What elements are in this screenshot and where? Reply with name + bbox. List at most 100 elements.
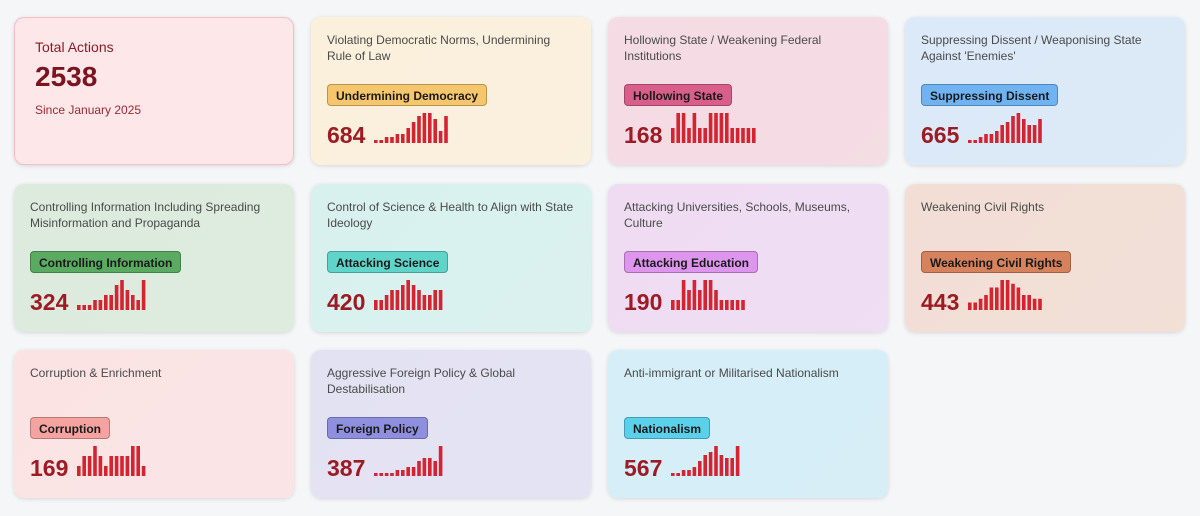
category-badge[interactable]: Hollowing State bbox=[624, 84, 732, 106]
spark-bar bbox=[136, 300, 141, 310]
spark-bar bbox=[671, 128, 675, 143]
spark-bar bbox=[401, 470, 405, 476]
spark-bar bbox=[719, 113, 724, 143]
spark-bar bbox=[77, 305, 81, 310]
spark-bar bbox=[417, 116, 422, 143]
spark-bar bbox=[390, 473, 395, 476]
spark-bar bbox=[439, 290, 443, 310]
spark-bar bbox=[379, 140, 384, 143]
spark-bar bbox=[995, 287, 999, 310]
category-badge[interactable]: Undermining Democracy bbox=[327, 84, 488, 106]
category-badge[interactable]: Corruption bbox=[30, 417, 110, 439]
category-card-attacking-education[interactable]: Attacking Universities, Schools, Museums… bbox=[608, 184, 888, 332]
spark-bar bbox=[968, 140, 972, 143]
category-card-suppressing-dissent[interactable]: Suppressing Dissent / Weaponising State … bbox=[905, 17, 1185, 165]
spark-bar bbox=[109, 295, 114, 310]
spark-bar bbox=[698, 461, 702, 476]
spark-bar bbox=[1038, 119, 1043, 143]
spark-bar bbox=[406, 280, 411, 310]
spark-bar bbox=[989, 134, 994, 143]
spark-bar bbox=[433, 119, 438, 143]
spark-bar bbox=[385, 473, 389, 476]
spark-bar bbox=[422, 458, 427, 476]
category-badge[interactable]: Attacking Education bbox=[624, 251, 759, 273]
spark-bar bbox=[417, 290, 422, 310]
spark-bar bbox=[120, 280, 125, 310]
category-badge[interactable]: Weakening Civil Rights bbox=[921, 251, 1072, 273]
category-badge[interactable]: Nationalism bbox=[624, 417, 711, 439]
spark-bar bbox=[401, 285, 405, 310]
category-card-hollowing-state[interactable]: Hollowing State / Weakening Federal Inst… bbox=[608, 17, 888, 165]
category-card-corruption[interactable]: Corruption & Enrichment Corruption 169 bbox=[14, 350, 294, 498]
spark-bar bbox=[444, 116, 449, 143]
category-card-attacking-science[interactable]: Control of Science & Health to Align wit… bbox=[311, 184, 591, 332]
category-badge[interactable]: Attacking Science bbox=[327, 251, 449, 273]
spark-bar bbox=[125, 290, 130, 310]
category-badge[interactable]: Suppressing Dissent bbox=[921, 84, 1059, 106]
spark-bar bbox=[412, 467, 416, 476]
spark-bar bbox=[131, 295, 135, 310]
spark-bar bbox=[692, 467, 697, 476]
spark-bar bbox=[82, 305, 87, 310]
spark-bar bbox=[406, 128, 411, 143]
category-title: Controlling Information Including Spread… bbox=[30, 200, 261, 230]
category-title: Suppressing Dissent / Weaponising State … bbox=[921, 33, 1142, 63]
spark-bar bbox=[736, 300, 740, 310]
spark-bar bbox=[93, 446, 98, 476]
category-count: 665 bbox=[921, 122, 960, 148]
spark-bar bbox=[428, 113, 432, 143]
sparkline-chart bbox=[671, 113, 756, 143]
category-card-foreign-policy[interactable]: Aggressive Foreign Policy & Global Desta… bbox=[311, 350, 591, 498]
spark-bar bbox=[698, 128, 702, 143]
spark-bar bbox=[979, 137, 983, 143]
spark-bar bbox=[687, 128, 692, 143]
category-card-controlling-information[interactable]: Controlling Information Including Spread… bbox=[14, 184, 294, 332]
spark-bar bbox=[736, 128, 740, 143]
category-badge[interactable]: Controlling Information bbox=[30, 251, 182, 273]
spark-bar bbox=[131, 446, 135, 476]
category-card-weakening-civil-rights[interactable]: Weakening Civil Rights Weakening Civil R… bbox=[905, 184, 1185, 332]
spark-bar bbox=[104, 295, 108, 310]
sparkline-chart bbox=[374, 280, 443, 310]
sparkline-chart bbox=[671, 280, 746, 310]
spark-bar bbox=[989, 287, 994, 310]
spark-bar bbox=[984, 295, 989, 310]
spark-bar bbox=[698, 290, 702, 310]
category-badge[interactable]: Foreign Policy bbox=[327, 417, 428, 439]
spark-bar bbox=[98, 456, 103, 476]
spark-bar bbox=[714, 290, 719, 310]
spark-bar bbox=[98, 300, 103, 310]
spark-bar bbox=[687, 470, 692, 476]
spark-bar bbox=[422, 295, 427, 310]
spark-bar bbox=[1027, 125, 1032, 143]
total-actions-subtitle: Since January 2025 bbox=[35, 103, 142, 117]
category-count: 567 bbox=[624, 455, 663, 481]
spark-bar bbox=[374, 140, 378, 143]
spark-bar bbox=[82, 456, 87, 476]
spark-bar bbox=[703, 128, 708, 143]
category-count: 420 bbox=[327, 289, 366, 315]
spark-bar bbox=[374, 300, 378, 310]
spark-bar bbox=[125, 456, 130, 476]
spark-bar bbox=[390, 290, 395, 310]
spark-bar bbox=[1038, 298, 1043, 310]
spark-bar bbox=[385, 137, 389, 143]
spark-bar bbox=[730, 458, 735, 476]
spark-bar bbox=[752, 128, 756, 143]
category-title: Anti-immigrant or Militarised Nationalis… bbox=[624, 366, 839, 380]
spark-bar bbox=[984, 134, 989, 143]
spark-bar bbox=[741, 128, 746, 143]
spark-bar bbox=[703, 280, 708, 310]
spark-bar bbox=[104, 466, 108, 476]
sparkline-chart bbox=[968, 280, 1043, 310]
category-card-nationalism[interactable]: Anti-immigrant or Militarised Nationalis… bbox=[608, 350, 888, 498]
spark-bar bbox=[730, 128, 735, 143]
category-card-undermining-democracy[interactable]: Violating Democratic Norms, Undermining … bbox=[311, 17, 591, 165]
spark-bar bbox=[1027, 295, 1032, 310]
category-count: 168 bbox=[624, 122, 663, 148]
spark-bar bbox=[1011, 283, 1016, 310]
total-actions-value: 2538 bbox=[35, 61, 98, 92]
sparkline-chart bbox=[77, 446, 146, 476]
spark-bar bbox=[428, 295, 432, 310]
